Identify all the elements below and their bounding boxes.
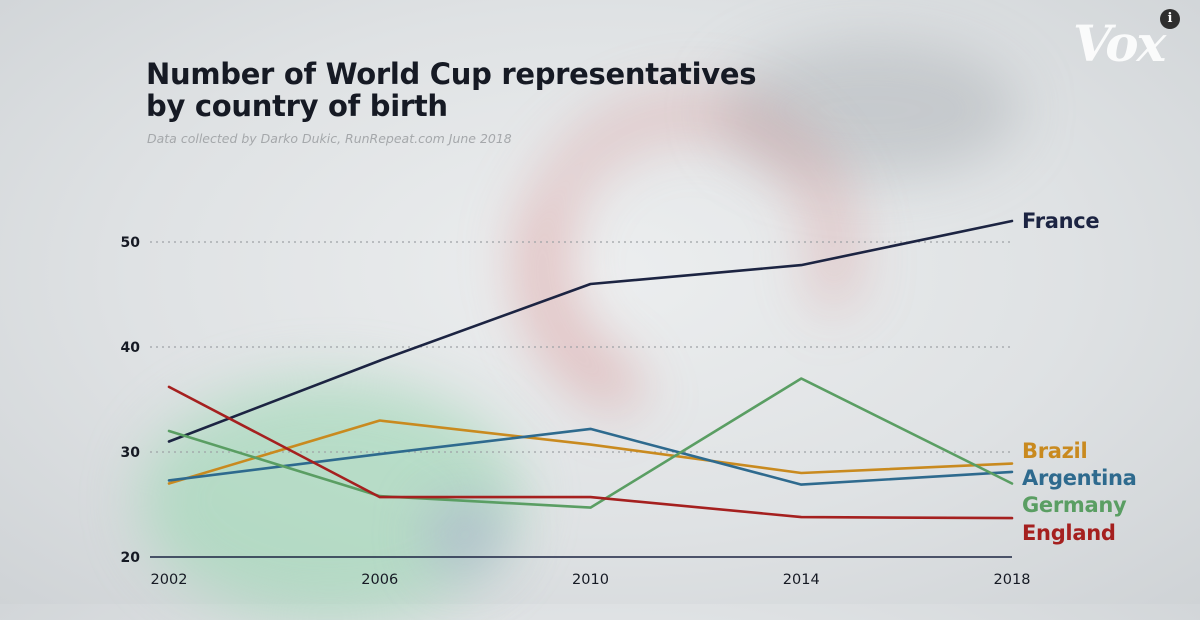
series-label-brazil: Brazil xyxy=(1022,439,1087,463)
x-tick-label-2010: 2010 xyxy=(572,572,609,588)
series-label-germany: Germany xyxy=(1022,493,1127,517)
background-map-shade xyxy=(720,40,1020,180)
line-chart: 20 30 40 50 2002 2006 2010 2014 2018 France Brazi… xyxy=(121,209,1137,588)
y-tick-label-40: 40 xyxy=(121,340,141,356)
chart-title: Number of World Cup representatives by c… xyxy=(146,57,757,123)
chart-subtitle: Data collected by Darko Dukic, RunRepeat… xyxy=(147,131,512,146)
chart-title-line-2: by country of birth xyxy=(146,89,448,123)
x-tick-label-2018: 2018 xyxy=(994,572,1031,588)
background-map-marker xyxy=(430,500,500,570)
series-label-argentina: Argentina xyxy=(1022,466,1137,490)
info-icon[interactable]: i xyxy=(1160,9,1180,29)
series-layer xyxy=(167,219,1014,520)
series-line-brazil xyxy=(167,419,1014,485)
chart-title-line-1: Number of World Cup representatives xyxy=(146,57,757,91)
label-layer: France Brazil Argentina Germany England xyxy=(1022,209,1137,545)
series-label-france: France xyxy=(1022,209,1099,233)
y-tick-label-50: 50 xyxy=(121,235,141,251)
series-line-germany xyxy=(167,377,1014,509)
series-line-france xyxy=(167,219,1014,443)
x-tick-label-2006: 2006 xyxy=(361,572,398,588)
x-tick-label-2014: 2014 xyxy=(783,572,820,588)
y-tick-label-20: 20 xyxy=(121,550,141,566)
y-tick-label-30: 30 xyxy=(121,445,141,461)
series-label-england: England xyxy=(1022,521,1116,545)
x-tick-label-2002: 2002 xyxy=(151,572,188,588)
series-line-england xyxy=(167,385,1014,520)
axis-layer: 20 30 40 50 2002 2006 2010 2014 2018 xyxy=(121,235,1031,588)
series-line-argentina xyxy=(167,427,1014,486)
vox-logo: Vox xyxy=(1073,14,1166,73)
